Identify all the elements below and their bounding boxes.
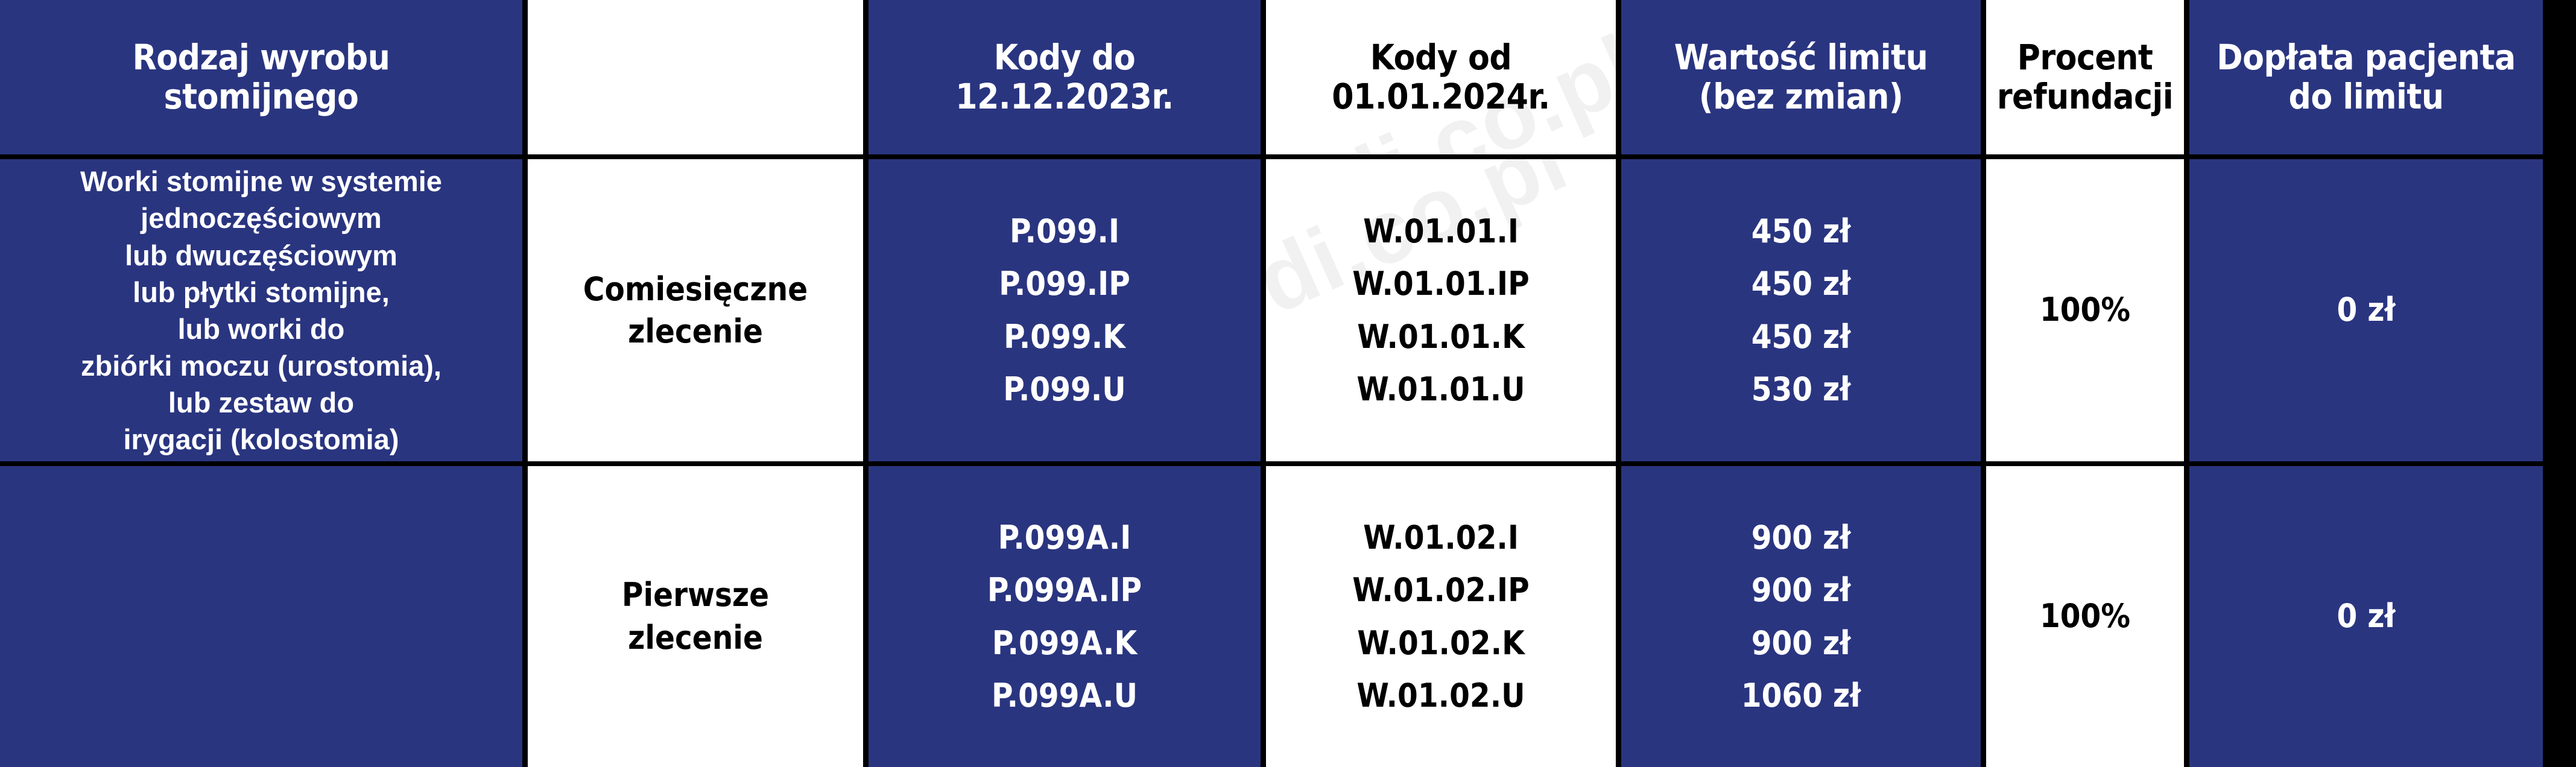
header-label-product: Rodzaj wyrobu stomijnego <box>132 37 390 118</box>
order-type-text: Pierwsze zlecenie <box>621 576 770 657</box>
header-label-patient-pay: Dopłata pacjenta do limitu <box>2217 37 2516 118</box>
codes-old-list: P.099.I P.099.IP P.099.K P.099.U <box>999 212 1130 409</box>
cell-limit-value-first: 900 zł 900 zł 900 zł 1060 zł <box>1621 466 1981 767</box>
header-cell-codes-new: medi.co.pl Kody od 01.01.2024r. <box>1266 0 1616 155</box>
cell-order-type-first: Pierwsze zlecenie <box>528 466 863 767</box>
codes-new-list: W.01.02.I W.01.02.IP W.01.02.K W.01.02.U <box>1352 518 1530 715</box>
cell-refund-pct-monthly: 100% <box>1986 159 2184 462</box>
codes-new-list: W.01.01.I W.01.01.IP W.01.01.K W.01.01.U <box>1352 212 1530 409</box>
header-cell-patient-pay: Dopłata pacjenta do limitu <box>2189 0 2543 155</box>
header-label-limit-value: Wartość limitu (bez zmian) <box>1674 37 1928 118</box>
cell-product-description: Worki stomijne w systemie jednoczęściowy… <box>0 159 522 462</box>
header-label-codes-old: Kody do 12.12.2023r. <box>955 37 1174 118</box>
refund-pct-value: 100% <box>2039 597 2131 636</box>
cell-patient-pay-first: 0 zł <box>2189 466 2543 767</box>
header-cell-product: Rodzaj wyrobu stomijnego <box>0 0 522 155</box>
limit-value-list: 900 zł 900 zł 900 zł 1060 zł <box>1741 518 1861 715</box>
order-type-text: Comiesięczne zlecenie <box>583 270 808 350</box>
limit-value-list: 450 zł 450 zł 450 zł 530 zł <box>1751 212 1851 409</box>
header-label-codes-new: Kody od 01.01.2024r. <box>1332 37 1550 118</box>
cell-codes-new-monthly: medi.co.pl W.01.01.I W.01.01.IP W.01.01.… <box>1266 159 1616 462</box>
cell-limit-value-monthly: 450 zł 450 zł 450 zł 530 zł <box>1621 159 1981 462</box>
cell-codes-old-monthly: P.099.I P.099.IP P.099.K P.099.U <box>869 159 1261 462</box>
header-cell-refund-pct: Procent refundacji <box>1986 0 2184 155</box>
header-cell-codes-old: Kody do 12.12.2023r. <box>869 0 1261 155</box>
table-header-row: Rodzaj wyrobu stomijnego Kody do 12.12.2… <box>0 0 2576 155</box>
table-row: Pierwsze zlecenie P.099A.I P.099A.IP P.0… <box>0 466 2576 767</box>
cell-refund-pct-first: 100% <box>1986 466 2184 767</box>
cell-patient-pay-monthly: 0 zł <box>2189 159 2543 462</box>
header-label-refund-pct: Procent refundacji <box>1996 37 2174 118</box>
cell-codes-old-first: P.099A.I P.099A.IP P.099A.K P.099A.U <box>869 466 1261 767</box>
header-divider <box>0 154 2576 160</box>
product-description-text: Worki stomijne w systemie jednoczęściowy… <box>80 165 442 456</box>
header-cell-limit-value: Wartość limitu (bez zmian) <box>1621 0 1981 155</box>
codes-old-list: P.099A.I P.099A.IP P.099A.K P.099A.U <box>987 518 1142 715</box>
cell-order-type-monthly: Comiesięczne zlecenie <box>528 159 863 462</box>
patient-pay-value: 0 zł <box>2337 291 2396 329</box>
cell-codes-new-first: W.01.02.I W.01.02.IP W.01.02.K W.01.02.U <box>1266 466 1616 767</box>
refund-pct-value: 100% <box>2039 291 2131 329</box>
header-cell-order-type <box>528 0 863 155</box>
table-row: Worki stomijne w systemie jednoczęściowy… <box>0 159 2576 462</box>
patient-pay-value: 0 zł <box>2337 597 2396 636</box>
row-divider <box>0 461 2576 467</box>
cell-product-description-spacer <box>0 466 522 767</box>
